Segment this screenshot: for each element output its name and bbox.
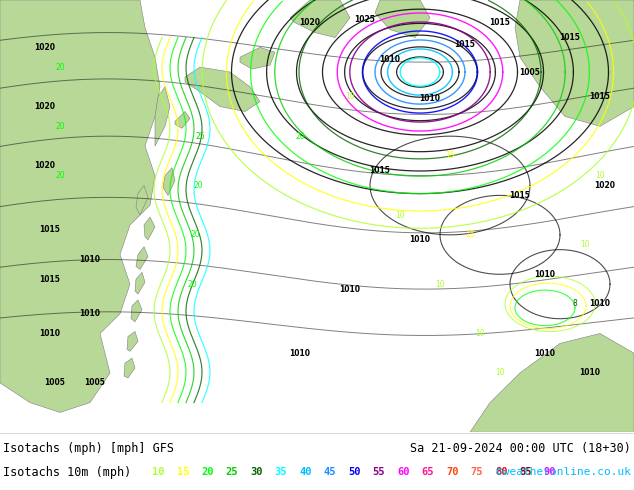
Text: 15: 15 bbox=[465, 230, 475, 239]
Text: 1020: 1020 bbox=[299, 18, 321, 27]
Text: 10: 10 bbox=[495, 368, 505, 377]
Text: 1015: 1015 bbox=[39, 225, 60, 234]
Text: 1015: 1015 bbox=[489, 18, 510, 27]
Text: 1005: 1005 bbox=[519, 68, 540, 76]
Text: 15: 15 bbox=[445, 151, 455, 160]
Text: 1015: 1015 bbox=[370, 166, 391, 175]
Text: 10: 10 bbox=[435, 280, 445, 289]
Text: 1010: 1010 bbox=[39, 329, 60, 338]
Text: 65: 65 bbox=[422, 467, 434, 477]
Text: 1020: 1020 bbox=[34, 43, 56, 52]
Text: 1010: 1010 bbox=[579, 368, 600, 377]
Text: 1010: 1010 bbox=[339, 285, 361, 294]
Text: 85: 85 bbox=[519, 467, 532, 477]
Text: 1010: 1010 bbox=[380, 55, 401, 64]
Text: 1015: 1015 bbox=[560, 33, 581, 42]
Text: 1010: 1010 bbox=[79, 255, 101, 264]
Text: 15: 15 bbox=[176, 467, 189, 477]
Text: 20: 20 bbox=[201, 467, 214, 477]
Text: 1015: 1015 bbox=[590, 92, 611, 101]
Text: 1010: 1010 bbox=[290, 349, 311, 358]
Text: 55: 55 bbox=[373, 467, 385, 477]
Text: 25: 25 bbox=[195, 132, 205, 141]
Text: 10: 10 bbox=[580, 240, 590, 249]
Text: 20: 20 bbox=[193, 181, 203, 190]
Text: ©weatheronline.co.uk: ©weatheronline.co.uk bbox=[496, 467, 631, 477]
Text: 10: 10 bbox=[152, 467, 164, 477]
Text: 20: 20 bbox=[55, 122, 65, 131]
Text: 10: 10 bbox=[476, 329, 485, 338]
Text: 1020: 1020 bbox=[595, 181, 616, 190]
Text: 20: 20 bbox=[55, 63, 65, 72]
Text: 45: 45 bbox=[323, 467, 336, 477]
Text: 70: 70 bbox=[446, 467, 458, 477]
Text: 35: 35 bbox=[275, 467, 287, 477]
Text: 25: 25 bbox=[226, 467, 238, 477]
Text: 10: 10 bbox=[345, 92, 355, 101]
Text: 1005: 1005 bbox=[44, 378, 65, 387]
Text: 1020: 1020 bbox=[34, 161, 56, 170]
Text: 75: 75 bbox=[470, 467, 483, 477]
Text: 1015: 1015 bbox=[39, 275, 60, 284]
Text: 1010: 1010 bbox=[534, 270, 555, 279]
Text: 20: 20 bbox=[190, 230, 200, 239]
Text: 40: 40 bbox=[299, 467, 311, 477]
Text: 1010: 1010 bbox=[534, 349, 555, 358]
Text: 10: 10 bbox=[395, 211, 405, 220]
Text: 60: 60 bbox=[397, 467, 410, 477]
Text: Sa 21-09-2024 00:00 UTC (18+30): Sa 21-09-2024 00:00 UTC (18+30) bbox=[410, 441, 631, 455]
Text: 20: 20 bbox=[55, 171, 65, 180]
Text: 8: 8 bbox=[573, 299, 578, 308]
Text: 1010: 1010 bbox=[79, 309, 101, 318]
Text: 1025: 1025 bbox=[354, 15, 375, 24]
Text: 1005: 1005 bbox=[84, 378, 105, 387]
Text: 20: 20 bbox=[295, 132, 305, 141]
Text: 1010: 1010 bbox=[590, 299, 611, 308]
Text: 1020: 1020 bbox=[34, 102, 56, 111]
Text: 20: 20 bbox=[187, 280, 197, 289]
Text: 1015: 1015 bbox=[455, 40, 476, 49]
Text: 90: 90 bbox=[544, 467, 557, 477]
Text: Isotachs (mph) [mph] GFS: Isotachs (mph) [mph] GFS bbox=[3, 441, 174, 455]
Text: 1010: 1010 bbox=[420, 94, 441, 103]
Text: 1015: 1015 bbox=[510, 191, 531, 200]
Text: 80: 80 bbox=[495, 467, 507, 477]
Text: 1010: 1010 bbox=[410, 235, 430, 245]
Text: 50: 50 bbox=[348, 467, 361, 477]
Text: 10: 10 bbox=[595, 171, 605, 180]
Text: Isotachs 10m (mph): Isotachs 10m (mph) bbox=[3, 466, 131, 479]
Text: 30: 30 bbox=[250, 467, 262, 477]
